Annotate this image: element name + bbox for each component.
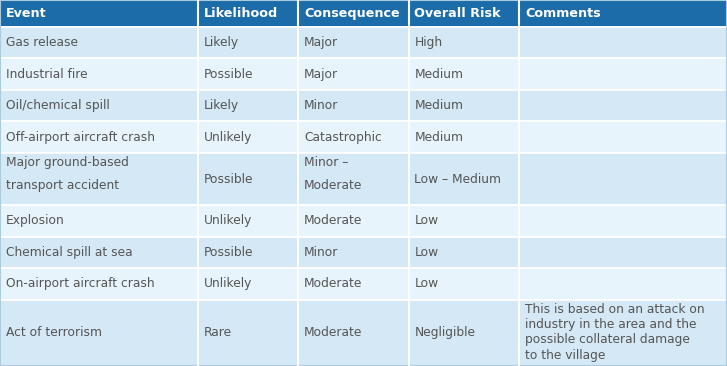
Bar <box>0 122 198 153</box>
Text: to the village: to the village <box>525 349 606 362</box>
Bar <box>198 58 298 90</box>
Text: Likely: Likely <box>204 36 238 49</box>
Text: Moderate: Moderate <box>304 277 362 291</box>
Bar <box>409 237 519 268</box>
Text: Low: Low <box>414 277 438 291</box>
Text: Medium: Medium <box>414 68 463 81</box>
Text: Consequence: Consequence <box>304 7 400 20</box>
Text: Moderate: Moderate <box>304 179 362 191</box>
Text: Rare: Rare <box>204 326 232 339</box>
Bar <box>519 0 727 27</box>
Text: Medium: Medium <box>414 99 463 112</box>
Bar <box>298 153 409 205</box>
Bar <box>409 153 519 205</box>
Bar <box>198 268 298 300</box>
Bar <box>0 58 198 90</box>
Text: Negligible: Negligible <box>414 326 475 339</box>
Text: This is based on an attack on: This is based on an attack on <box>525 303 704 315</box>
Text: Low – Medium: Low – Medium <box>414 172 502 186</box>
Text: Minor: Minor <box>304 99 338 112</box>
Text: High: High <box>414 36 443 49</box>
Text: Likelihood: Likelihood <box>204 7 278 20</box>
Bar <box>409 205 519 237</box>
Text: Catastrophic: Catastrophic <box>304 131 382 144</box>
Bar <box>409 122 519 153</box>
Bar <box>298 27 409 58</box>
Text: Gas release: Gas release <box>6 36 78 49</box>
Bar <box>298 237 409 268</box>
Bar <box>0 27 198 58</box>
Bar <box>519 27 727 58</box>
Bar <box>519 205 727 237</box>
Text: Industrial fire: Industrial fire <box>6 68 87 81</box>
Bar <box>519 122 727 153</box>
Bar <box>298 90 409 122</box>
Bar <box>198 300 298 366</box>
Bar <box>0 237 198 268</box>
Bar <box>198 27 298 58</box>
Bar <box>0 300 198 366</box>
Text: Oil/chemical spill: Oil/chemical spill <box>6 99 110 112</box>
Bar <box>519 58 727 90</box>
Bar <box>519 153 727 205</box>
Bar <box>0 90 198 122</box>
Bar <box>298 205 409 237</box>
Text: Explosion: Explosion <box>6 214 65 227</box>
Bar <box>298 0 409 27</box>
Bar <box>298 300 409 366</box>
Bar <box>198 122 298 153</box>
Bar <box>198 153 298 205</box>
Bar <box>409 58 519 90</box>
Bar <box>0 268 198 300</box>
Text: Moderate: Moderate <box>304 214 362 227</box>
Text: Off-airport aircraft crash: Off-airport aircraft crash <box>6 131 155 144</box>
Text: Unlikely: Unlikely <box>204 277 252 291</box>
Text: Major: Major <box>304 68 338 81</box>
Bar <box>519 300 727 366</box>
Text: industry in the area and the: industry in the area and the <box>525 318 696 331</box>
Text: Chemical spill at sea: Chemical spill at sea <box>6 246 132 259</box>
Text: Unlikely: Unlikely <box>204 214 252 227</box>
Bar <box>0 153 198 205</box>
Text: Low: Low <box>414 214 438 227</box>
Bar <box>198 237 298 268</box>
Text: Possible: Possible <box>204 246 253 259</box>
Bar <box>198 0 298 27</box>
Text: Minor: Minor <box>304 246 338 259</box>
Bar <box>298 122 409 153</box>
Bar <box>409 27 519 58</box>
Text: Comments: Comments <box>525 7 601 20</box>
Text: Moderate: Moderate <box>304 326 362 339</box>
Text: Event: Event <box>6 7 47 20</box>
Bar <box>409 0 519 27</box>
Bar <box>409 300 519 366</box>
Bar <box>298 58 409 90</box>
Text: Minor –: Minor – <box>304 156 348 169</box>
Text: possible collateral damage: possible collateral damage <box>525 333 690 347</box>
Text: On-airport aircraft crash: On-airport aircraft crash <box>6 277 154 291</box>
Bar <box>519 90 727 122</box>
Bar <box>198 90 298 122</box>
Text: Major ground-based: Major ground-based <box>6 156 129 169</box>
Text: Likely: Likely <box>204 99 238 112</box>
Text: Possible: Possible <box>204 172 253 186</box>
Bar <box>0 205 198 237</box>
Bar <box>519 237 727 268</box>
Text: Medium: Medium <box>414 131 463 144</box>
Text: Act of terrorism: Act of terrorism <box>6 326 102 339</box>
Text: Low: Low <box>414 246 438 259</box>
Bar <box>409 90 519 122</box>
Text: Unlikely: Unlikely <box>204 131 252 144</box>
Bar <box>519 268 727 300</box>
Bar <box>0 0 198 27</box>
Text: Possible: Possible <box>204 68 253 81</box>
Text: Major: Major <box>304 36 338 49</box>
Bar <box>409 268 519 300</box>
Text: transport accident: transport accident <box>6 179 119 191</box>
Bar <box>298 268 409 300</box>
Bar <box>198 205 298 237</box>
Text: Overall Risk: Overall Risk <box>414 7 501 20</box>
